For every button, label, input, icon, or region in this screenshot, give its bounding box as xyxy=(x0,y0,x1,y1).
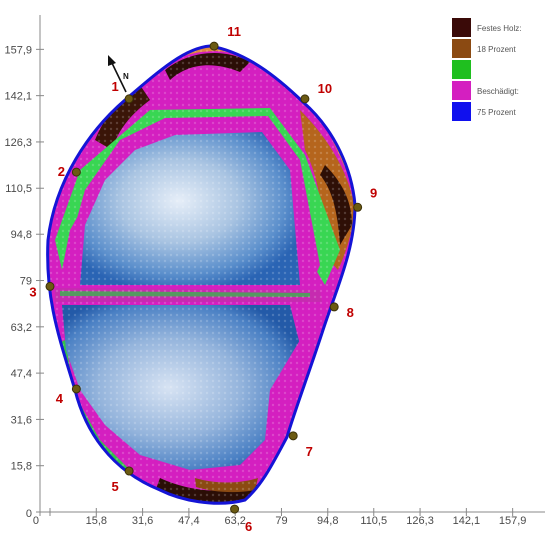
sensor-point xyxy=(209,41,219,51)
sensor-label: 9 xyxy=(370,185,377,200)
legend-swatch xyxy=(452,39,471,58)
sensor-point xyxy=(353,202,363,212)
y-tick-label: 79 xyxy=(20,276,32,288)
sensor-label: 10 xyxy=(318,81,332,96)
sensor-label: 1 xyxy=(111,79,118,94)
legend-label: 75 Prozent xyxy=(477,108,516,117)
x-tick-label: 47,4 xyxy=(178,515,199,527)
legend-label: Beschädigt: xyxy=(477,87,519,96)
measurement-points: 1 2 3 4 5 6 7 8 9 10 11 xyxy=(29,24,377,534)
x-tick-label: 94,8 xyxy=(317,515,338,527)
sensor-label: 7 xyxy=(306,444,313,459)
sensor-label: 6 xyxy=(245,519,252,534)
sensor-label: 8 xyxy=(347,305,354,320)
x-tick-label: 31,6 xyxy=(132,515,153,527)
x-tick-label: 126,3 xyxy=(406,515,434,527)
x-tick-label: 110,5 xyxy=(360,515,387,527)
y-tick-label: 126,3 xyxy=(4,137,32,149)
y-tick-label: 15,8 xyxy=(11,461,32,473)
sensor-label: 4 xyxy=(56,391,64,406)
y-tick-label: 142,1 xyxy=(4,91,32,103)
sensor-label: 5 xyxy=(111,479,118,494)
x-tick-group: 0 15,8 31,6 47,4 63,2 79 94,8 110,5 126,3 142,1 15… xyxy=(33,508,527,527)
north-arrow-icon: N xyxy=(108,55,129,93)
sensor-point xyxy=(71,167,81,177)
sensor-point xyxy=(288,431,298,441)
sensor-point xyxy=(45,281,55,291)
sensor-label: 11 xyxy=(227,24,241,39)
x-tick-label: 0 xyxy=(33,515,39,527)
x-tick-label: 79 xyxy=(275,515,287,527)
north-label: N xyxy=(123,72,129,81)
legend-swatch xyxy=(452,102,471,121)
x-tick-label: 157,9 xyxy=(499,515,527,527)
x-tick-label: 142,1 xyxy=(453,515,481,527)
x-tick-label: 63,2 xyxy=(224,515,245,527)
sensor-point xyxy=(124,466,134,476)
legend-swatch xyxy=(452,81,471,100)
sensor-point xyxy=(300,94,310,104)
sensor-point xyxy=(230,504,240,514)
x-tick-label: 15,8 xyxy=(86,515,107,527)
legend-label: Festes Holz: xyxy=(477,24,521,33)
sensor-point xyxy=(329,302,339,312)
legend-swatch xyxy=(452,18,471,37)
trunk-outline xyxy=(46,44,357,505)
sensor-label: 3 xyxy=(29,284,36,299)
y-tick-label: 47,4 xyxy=(11,368,32,380)
y-tick-label: 157,9 xyxy=(4,44,32,56)
sensor-point xyxy=(71,384,81,394)
legend-swatch xyxy=(452,60,471,79)
sensor-point xyxy=(124,94,134,104)
y-tick-label: 0 xyxy=(26,508,32,520)
y-tick-group: 0 15,8 31,6 47,4 63,2 79 94,8 110,5 126,3 142,1 15… xyxy=(4,44,44,520)
y-tick-label: 63,2 xyxy=(11,322,32,334)
y-tick-label: 94,8 xyxy=(11,229,32,241)
legend: Festes Holz: 18 Prozent Beschädigt: 75 Proz… xyxy=(452,18,521,121)
axes xyxy=(36,15,545,516)
legend-label: 18 Prozent xyxy=(477,45,516,54)
y-tick-label: 31,6 xyxy=(11,414,32,426)
y-tick-label: 110,5 xyxy=(5,183,32,195)
sensor-label: 2 xyxy=(58,164,65,179)
